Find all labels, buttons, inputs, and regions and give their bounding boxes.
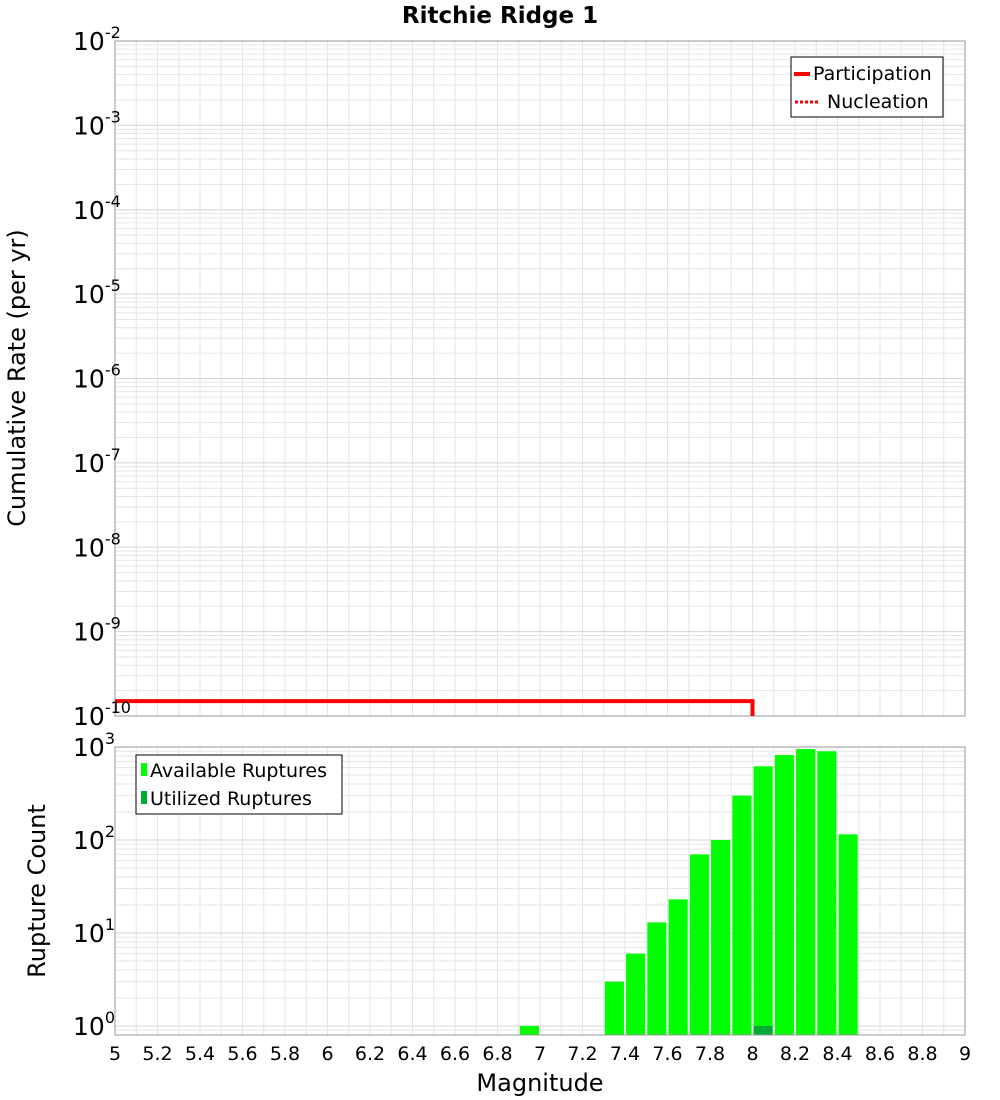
- count-y-tick-label: 102: [73, 822, 115, 855]
- nucleation-legend-label: Nucleation: [827, 91, 929, 113]
- magnitude-tick-label: 8.6: [865, 1043, 895, 1065]
- magnitude-tick-label: 7.6: [652, 1043, 682, 1065]
- rate-panel: 10-2 10-3 10-4 10-5 10-6 10-7 10-8 10-9 10-10 Cu…: [3, 23, 966, 731]
- available-ruptures-bar: [711, 839, 731, 1035]
- magnitude-tick-label: 8.4: [822, 1043, 852, 1065]
- available-legend-label: Available Ruptures: [150, 760, 327, 782]
- rate-y-tick-label: 10-2: [73, 23, 121, 56]
- count-legend: Available Ruptures Utilized Ruptures: [135, 754, 343, 815]
- rate-y-ticks: 10-2 10-3 10-4 10-5 10-6 10-7 10-8 10-9 10-10: [73, 23, 131, 731]
- available-legend-swatch: [141, 763, 147, 776]
- magnitude-tick-label: 8.2: [780, 1043, 810, 1065]
- rate-legend: Participation Nucleation: [790, 56, 944, 118]
- count-plot-frame: [114, 746, 966, 1036]
- available-ruptures-bar: [838, 834, 858, 1035]
- utilized-ruptures-bar: [753, 1025, 773, 1035]
- rate-series: [115, 699, 755, 716]
- available-ruptures-bar: [796, 749, 816, 1035]
- magnitude-tick-label: 7.2: [567, 1043, 597, 1065]
- available-ruptures-bar: [817, 751, 837, 1035]
- magnitude-x-ticks: 5 5.2 5.4 5.6 5.8 6 6.2 6.4 6.6 6.8 7 7.2 7.4 7.6 7.8 8…: [109, 1043, 971, 1065]
- chart-title: Ritchie Ridge 1: [402, 3, 598, 29]
- available-ruptures-bar: [604, 981, 624, 1035]
- count-y-tick-label: 103: [73, 729, 115, 762]
- magnitude-tick-label: 6.8: [482, 1043, 512, 1065]
- rate-y-tick-label: 10-10: [73, 698, 131, 731]
- magnitude-tick-label: 8: [746, 1043, 758, 1065]
- rate-grid: [114, 41, 966, 717]
- rate-legend-box: [790, 56, 944, 118]
- magnitude-tick-label: 6: [321, 1043, 333, 1065]
- count-y-axis-label: Rupture Count: [23, 804, 51, 978]
- magnitude-tick-label: 5: [109, 1043, 121, 1065]
- participation-line: [115, 699, 755, 716]
- magnitude-tick-label: 5.6: [227, 1043, 257, 1065]
- rate-y-tick-label: 10-6: [73, 361, 121, 394]
- magnitude-tick-label: 5.8: [270, 1043, 300, 1065]
- count-legend-box: [135, 754, 343, 815]
- magnitude-tick-label: 9: [959, 1043, 971, 1065]
- rate-y-tick-label: 10-8: [73, 529, 121, 562]
- count-bars: [519, 749, 858, 1035]
- available-ruptures-bar: [626, 953, 646, 1035]
- rate-y-tick-label: 10-5: [73, 276, 121, 309]
- magnitude-axis-label: Magnitude: [476, 1069, 603, 1097]
- participation-legend-label: Participation: [813, 63, 932, 85]
- magnitude-tick-label: 8.8: [907, 1043, 937, 1065]
- magnitude-tick-label: 6.6: [440, 1043, 470, 1065]
- count-y-ticks: 103 102 101 100: [73, 729, 115, 1041]
- count-panel: 103 102 101 100 5 5.2 5.4 5.6 5.8 6 6.2 6.4 6.6 6.8 7…: [23, 729, 971, 1097]
- rate-y-axis-label: Cumulative Rate (per yr): [3, 229, 31, 527]
- magnitude-tick-label: 5.2: [142, 1043, 172, 1065]
- rate-plot-frame: [114, 40, 966, 717]
- magnitude-tick-label: 5.4: [185, 1043, 215, 1065]
- count-y-tick-label: 101: [73, 915, 115, 948]
- magnitude-tick-label: 6.4: [397, 1043, 427, 1065]
- available-ruptures-bar: [732, 795, 752, 1035]
- utilized-legend-swatch: [141, 791, 147, 804]
- rate-y-tick-label: 10-7: [73, 445, 121, 478]
- magnitude-tick-label: 7: [534, 1043, 546, 1065]
- rate-y-tick-label: 10-9: [73, 614, 121, 647]
- available-ruptures-bar: [519, 1025, 539, 1035]
- utilized-legend-label: Utilized Ruptures: [150, 788, 312, 810]
- available-ruptures-bar: [753, 766, 773, 1035]
- magnitude-tick-label: 7.4: [610, 1043, 640, 1065]
- magnitude-tick-label: 6.2: [355, 1043, 385, 1065]
- rate-y-tick-label: 10-4: [73, 192, 121, 225]
- available-ruptures-bar: [647, 922, 667, 1035]
- available-ruptures-bar: [774, 755, 794, 1035]
- magnitude-tick-label: 7.8: [695, 1043, 725, 1065]
- available-ruptures-bar: [668, 899, 688, 1035]
- rate-y-tick-label: 10-3: [73, 107, 121, 140]
- available-ruptures-bar: [689, 854, 709, 1035]
- count-y-tick-label: 100: [73, 1008, 115, 1041]
